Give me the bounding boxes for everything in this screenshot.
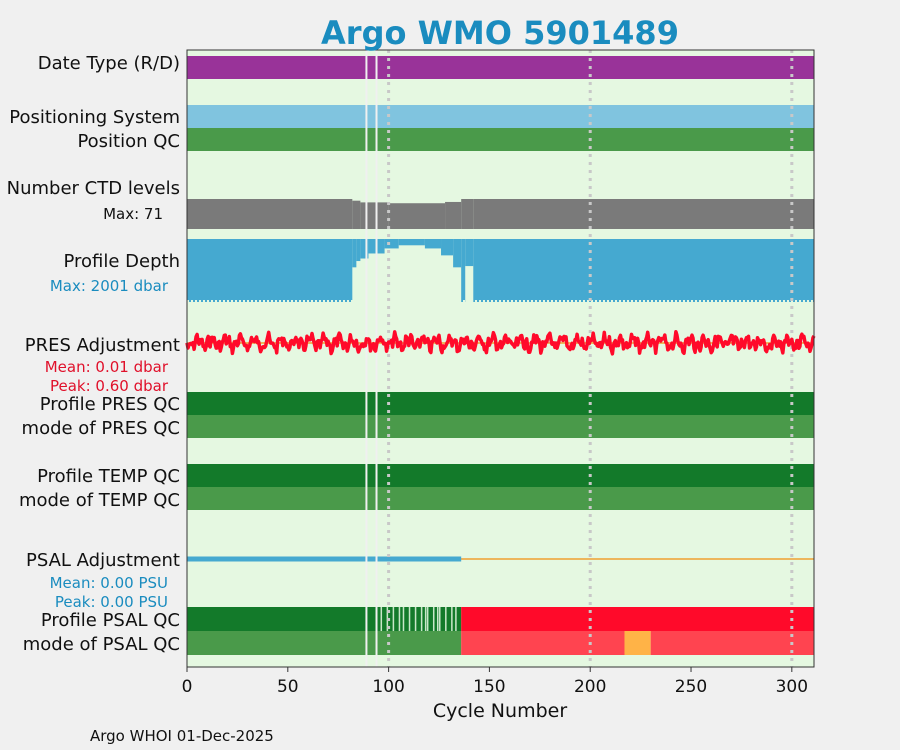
x-tick-label: 150 (473, 677, 505, 697)
label-position-qc: Position QC (77, 131, 180, 152)
profile-depth-bar (453, 239, 462, 268)
psal-qc-flag (432, 607, 435, 631)
label-pres-adjustment: PRES Adjustment (25, 335, 180, 356)
psal-qc-flag (451, 607, 453, 631)
label-mode-temp-qc: mode of TEMP QC (19, 490, 180, 511)
x-tick-label: 50 (277, 677, 299, 697)
ctd-levels-bar (360, 202, 389, 229)
missing-cycle-gap (375, 50, 378, 667)
profile-depth-bar (187, 239, 353, 302)
profile-depth-bar (441, 239, 454, 256)
pres-adjustment-mean: Mean: 0.01 dbar (45, 358, 169, 376)
x-tick-label: 100 (372, 677, 404, 697)
band-mode-pres-qc (187, 415, 814, 438)
chart-title: Argo WMO 5901489 (321, 14, 679, 52)
band-mode-temp-qc (187, 487, 814, 510)
profile-depth-bar (360, 239, 369, 259)
mode-psal-qc-segment (461, 631, 625, 655)
psal-qc-flag (408, 607, 411, 631)
label-profile-depth: Profile Depth (63, 251, 180, 272)
footer-credit: Argo WHOI 01-Dec-2025 (90, 727, 274, 745)
label-profile-pres-qc: Profile PRES QC (40, 394, 180, 415)
band-positioning (187, 105, 814, 128)
x-tick-label: 0 (182, 677, 193, 697)
ctd-levels-bar (388, 203, 446, 229)
profile-depth-bar (465, 239, 474, 267)
plot-background (187, 50, 814, 667)
band-profile-temp-qc (187, 464, 814, 487)
psal-qc-flag (426, 607, 429, 631)
mode-psal-qc-segment (624, 631, 651, 655)
psal-adjustment-mean: Mean: 0.00 PSU (50, 574, 168, 592)
missing-cycle-gap (365, 50, 368, 667)
profile-depth-max: Max: 2001 dbar (50, 277, 169, 295)
ctd-levels-max: Max: 71 (103, 205, 163, 223)
profile-depth-bar (473, 239, 814, 302)
x-tick-label: 250 (675, 677, 707, 697)
psal-qc-flag (436, 607, 439, 631)
x-axis-label: Cycle Number (433, 700, 567, 722)
profile-depth-bar (461, 239, 466, 302)
ctd-levels-bar (187, 199, 353, 229)
psal-qc-flag (414, 607, 417, 631)
profile-depth-bar (384, 239, 399, 249)
profile-depth-bar (398, 239, 425, 246)
x-tick-label: 200 (574, 677, 606, 697)
profile-depth-bar (352, 239, 357, 268)
ctd-levels-bar (473, 199, 814, 229)
mode-psal-qc-segment (187, 631, 462, 655)
psal-qc-flag (445, 607, 447, 631)
plot-frame (186, 49, 815, 668)
psal-qc-flag (439, 607, 441, 631)
label-profile-temp-qc: Profile TEMP QC (37, 466, 180, 487)
psal-qc-flag (424, 607, 427, 631)
label-mode-pres-qc: mode of PRES QC (22, 418, 180, 439)
psal-qc-flag (398, 607, 401, 631)
psal-qc-flag (455, 607, 457, 631)
psal-qc-flag (402, 607, 405, 631)
label-mode-psal-qc: mode of PSAL QC (23, 634, 180, 655)
psal-qc-flag (392, 607, 395, 631)
label-profile-psal-qc: Profile PSAL QC (41, 610, 180, 631)
ctd-levels-bar (461, 199, 474, 229)
band-date-type (187, 56, 814, 79)
psal-qc-flag (380, 607, 383, 631)
label-positioning-system: Positioning System (9, 107, 180, 128)
psal-qc-segment (187, 607, 379, 631)
psal-qc-flag (420, 607, 423, 631)
band-profile-pres-qc (187, 392, 814, 415)
psal-qc-segment (461, 607, 814, 631)
mode-psal-qc-segment (650, 631, 814, 655)
profile-depth-bar (356, 239, 361, 262)
band-position-qc (187, 128, 814, 151)
pres-adjustment-peak: Peak: 0.60 dbar (50, 377, 169, 395)
ctd-levels-bar (445, 201, 462, 229)
pres-adjustment-trace (185, 329, 816, 356)
psal-qc-segment (378, 607, 462, 631)
psal-adjustment-peak: Peak: 0.00 PSU (55, 593, 168, 611)
label-date-type: Date Type (R/D) (38, 53, 180, 74)
x-tick-label: 300 (776, 677, 808, 697)
label-ctd-levels: Number CTD levels (7, 178, 180, 199)
profile-depth-bar (424, 239, 442, 249)
ctd-levels-bar (352, 200, 361, 229)
label-psal-adjustment: PSAL Adjustment (26, 550, 180, 571)
